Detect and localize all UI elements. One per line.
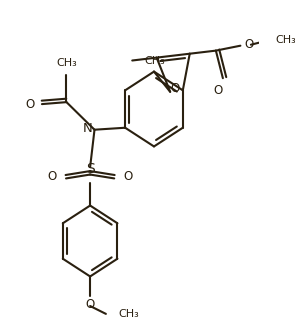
Text: O: O	[47, 171, 57, 183]
Text: O: O	[244, 38, 253, 51]
Text: O: O	[86, 298, 95, 310]
Text: CH₃: CH₃	[118, 309, 139, 319]
Text: CH₃: CH₃	[276, 35, 295, 45]
Text: O: O	[170, 82, 179, 95]
Text: S: S	[86, 162, 94, 176]
Text: O: O	[213, 84, 222, 97]
Text: CH₃: CH₃	[145, 55, 165, 66]
Text: CH₃: CH₃	[56, 58, 77, 68]
Text: O: O	[26, 98, 35, 111]
Text: N: N	[83, 122, 92, 135]
Text: O: O	[123, 171, 133, 183]
